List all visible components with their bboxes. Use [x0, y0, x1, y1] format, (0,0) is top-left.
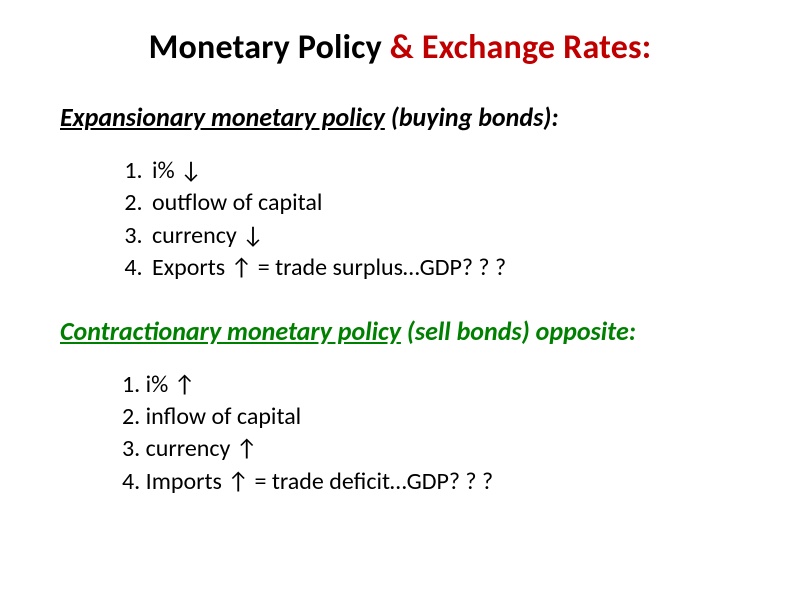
list-item: outflow of capital [148, 187, 740, 219]
contractionary-list: 1. i% ↑ 2. inflow of capital 3. currency… [60, 369, 740, 499]
title-part-a: Monetary Policy [149, 27, 390, 68]
list-item: 2. inflow of capital [122, 401, 740, 433]
section2-heading-underlined: Contractionary monetary policy [60, 315, 401, 347]
expansionary-list: i% ↓ outflow of capital currency ↓ Expor… [60, 155, 740, 285]
section-heading-contractionary: Contractionary monetary policy (sell bon… [60, 315, 740, 347]
list-item: 4. Imports ↑ = trade deficit…GDP? ? ? [122, 466, 740, 498]
list-item: i% ↓ [148, 155, 740, 187]
slide: Monetary Policy & Exchange Rates: Expans… [0, 0, 800, 600]
slide-title: Monetary Policy & Exchange Rates: [60, 28, 740, 67]
section1-heading-tail: (buying bonds): [385, 101, 559, 133]
section-heading-expansionary: Expansionary monetary policy (buying bon… [60, 101, 740, 133]
list-item: currency ↓ [148, 220, 740, 252]
list-item: Exports ↑ = trade surplus…GDP? ? ? [148, 252, 740, 284]
section1-heading-underlined: Expansionary monetary policy [60, 101, 385, 133]
list-item: 1. i% ↑ [122, 369, 740, 401]
title-part-b: & Exchange Rates: [390, 27, 652, 68]
section2-heading-tail: (sell bonds) opposite: [401, 315, 636, 347]
list-item: 3. currency ↑ [122, 433, 740, 465]
